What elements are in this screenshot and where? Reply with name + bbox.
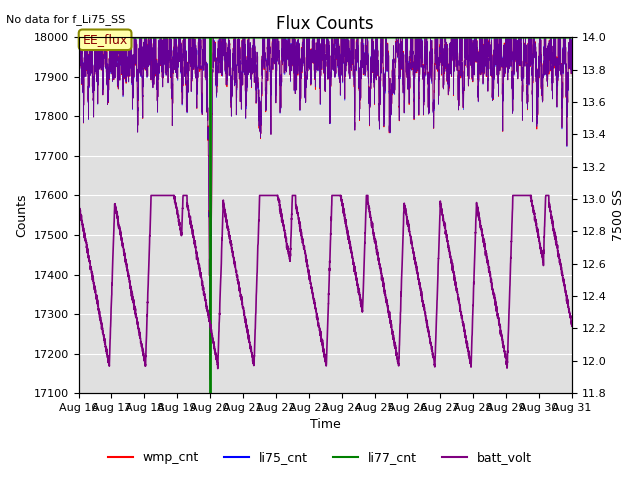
X-axis label: Time: Time [310, 419, 340, 432]
Text: EE_flux: EE_flux [83, 33, 128, 46]
Y-axis label: 7500 SS: 7500 SS [612, 189, 625, 241]
Y-axis label: Counts: Counts [15, 193, 28, 237]
Title: Flux Counts: Flux Counts [276, 15, 374, 33]
Legend: wmp_cnt, li75_cnt, li77_cnt, batt_volt: wmp_cnt, li75_cnt, li77_cnt, batt_volt [103, 446, 537, 469]
Text: No data for f_Li75_SS: No data for f_Li75_SS [6, 14, 125, 25]
